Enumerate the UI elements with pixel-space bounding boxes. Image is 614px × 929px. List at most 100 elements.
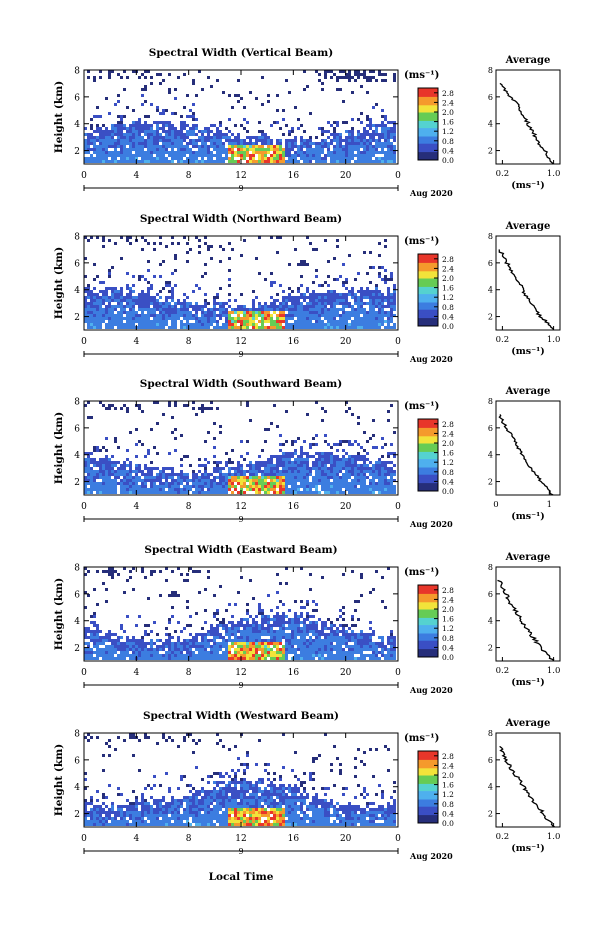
heatmap-cell bbox=[186, 157, 189, 160]
heatmap-cell bbox=[222, 657, 225, 660]
heatmap-cell bbox=[252, 621, 255, 624]
heatmap-cell bbox=[84, 467, 87, 470]
heatmap-cell bbox=[153, 296, 156, 299]
heatmap-cell bbox=[354, 491, 357, 494]
heatmap-cell bbox=[162, 491, 165, 494]
heatmap-cell bbox=[147, 479, 150, 482]
heatmap-cell bbox=[300, 314, 303, 317]
heatmap-cell bbox=[135, 473, 138, 476]
colorbar-segment bbox=[418, 488, 438, 491]
heatmap-cell bbox=[381, 148, 384, 151]
heatmap-cell bbox=[216, 314, 219, 317]
heatmap-cell bbox=[345, 293, 348, 296]
heatmap-cell bbox=[390, 326, 393, 329]
heatmap-cell bbox=[249, 615, 252, 618]
heatmap-cell bbox=[387, 287, 390, 290]
heatmap-cell bbox=[195, 157, 198, 160]
heatmap-cell bbox=[216, 636, 219, 639]
heatmap-cell bbox=[99, 142, 102, 145]
heatmap-cell bbox=[231, 473, 234, 476]
heatmap-cell bbox=[93, 293, 96, 296]
heatmap-cell bbox=[96, 570, 99, 573]
heatmap-cell bbox=[357, 118, 360, 121]
heatmap-cell bbox=[300, 491, 303, 494]
heatmap-cell bbox=[333, 467, 336, 470]
heatmap-cell bbox=[171, 467, 174, 470]
heatmap-cell bbox=[264, 615, 267, 618]
heatmap-cell bbox=[288, 621, 291, 624]
colorbar-segment bbox=[418, 315, 438, 317]
heatmap-cell bbox=[138, 440, 141, 443]
heatmap-cell bbox=[288, 305, 291, 308]
heatmap-cell bbox=[210, 317, 213, 320]
heatmap-cell bbox=[126, 651, 129, 654]
colorbar-segment bbox=[418, 477, 438, 480]
heatmap-cell bbox=[312, 308, 315, 311]
heatmap-cell bbox=[189, 305, 192, 308]
heatmap-cell bbox=[279, 157, 282, 160]
heatmap-cell bbox=[198, 308, 201, 311]
heatmap-cell bbox=[303, 627, 306, 630]
heatmap-cell bbox=[144, 76, 147, 79]
heatmap-cell bbox=[378, 142, 381, 145]
heatmap-cell bbox=[390, 452, 393, 455]
heatmap-cell bbox=[120, 314, 123, 317]
heatmap-cell bbox=[234, 627, 237, 630]
heatmap-cell bbox=[384, 281, 387, 284]
heatmap-cell bbox=[132, 479, 135, 482]
heatmap-cell bbox=[300, 657, 303, 660]
heatmap-cell bbox=[93, 115, 96, 118]
heatmap-cell bbox=[84, 476, 87, 479]
average-profile-line bbox=[498, 414, 554, 496]
heatmap-cell bbox=[276, 154, 279, 157]
heatmap-cell bbox=[273, 651, 276, 654]
heatmap-cell bbox=[87, 630, 90, 633]
heatmap-cell bbox=[285, 567, 288, 570]
heatmap-cell bbox=[246, 314, 249, 317]
heatmap-cell bbox=[105, 636, 108, 639]
heatmap-cell bbox=[138, 476, 141, 479]
heatmap-cell bbox=[195, 413, 198, 416]
heatmap-cell bbox=[267, 326, 270, 329]
heatmap-cell bbox=[189, 651, 192, 654]
heatmap-cell bbox=[258, 491, 261, 494]
heatmap-cell bbox=[93, 630, 96, 633]
heatmap-cell bbox=[219, 145, 222, 148]
heatmap-cell bbox=[258, 461, 261, 464]
heatmap-cell bbox=[252, 305, 255, 308]
heatmap-cell bbox=[156, 657, 159, 660]
colorbar-segment bbox=[418, 425, 438, 427]
heatmap-cell bbox=[144, 630, 147, 633]
heatmap-cell bbox=[141, 657, 144, 660]
heatmap-cell bbox=[312, 455, 315, 458]
heatmap-cell bbox=[216, 642, 219, 645]
heatmap-cell bbox=[228, 293, 231, 296]
heatmap-cell bbox=[84, 470, 87, 473]
heatmap-cell bbox=[258, 476, 261, 479]
heatmap-cell bbox=[279, 476, 282, 479]
heatmap-cell bbox=[324, 308, 327, 311]
heatmap-cell bbox=[360, 139, 363, 142]
heatmap-cell bbox=[129, 491, 132, 494]
heatmap-cell bbox=[291, 648, 294, 651]
heatmap-cell bbox=[303, 317, 306, 320]
heatmap-cell bbox=[168, 127, 171, 130]
heatmap-cell bbox=[324, 314, 327, 317]
heatmap-cell bbox=[102, 464, 105, 467]
heatmap-cell bbox=[207, 642, 210, 645]
heatmap-cell bbox=[369, 124, 372, 127]
heatmap-cell bbox=[309, 648, 312, 651]
heatmap-cell bbox=[258, 236, 261, 239]
heatmap-cell bbox=[264, 639, 267, 642]
heatmap-cell bbox=[258, 482, 261, 485]
heatmap-cell bbox=[111, 317, 114, 320]
heatmap-cell bbox=[324, 311, 327, 314]
heatmap-cell bbox=[261, 470, 264, 473]
heatmap-cell bbox=[99, 157, 102, 160]
heatmap-cell bbox=[279, 127, 282, 130]
heatmap-cell bbox=[360, 151, 363, 154]
heatmap-cell bbox=[294, 449, 297, 452]
heatmap-cell bbox=[204, 311, 207, 314]
heatmap-cell bbox=[132, 326, 135, 329]
heatmap-cell bbox=[207, 317, 210, 320]
